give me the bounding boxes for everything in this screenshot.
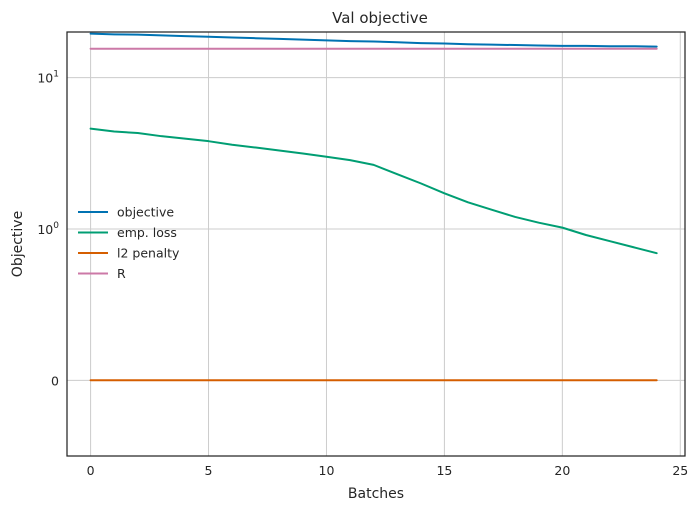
x-axis-label: Batches	[348, 486, 404, 502]
x-tick-label: 15	[436, 463, 452, 478]
tick-labels: 0 5 10 15 20 25 0 100 101	[37, 70, 688, 478]
plot-frame	[66, 31, 686, 457]
series-lines	[89, 32, 658, 382]
x-tick-label: 10	[319, 463, 335, 478]
y-tick-label: 101	[37, 70, 59, 86]
x-tick-label: 25	[672, 463, 688, 478]
y-tick-label: 100	[37, 221, 59, 237]
grid	[67, 32, 685, 456]
x-tick-label: 0	[87, 463, 95, 478]
legend-label: l2 penalty	[117, 246, 180, 261]
legend-label: objective	[117, 205, 174, 220]
legend-label: emp. loss	[117, 225, 177, 240]
y-axis-label: Objective	[10, 211, 26, 277]
x-tick-label: 20	[554, 463, 570, 478]
x-tick-label: 5	[205, 463, 213, 478]
legend: objective emp. loss l2 penalty R	[78, 205, 180, 281]
chart-title: Val objective	[332, 9, 428, 27]
y-tick-label: 0	[51, 373, 59, 388]
series-line-objective	[89, 32, 658, 48]
legend-label: R	[117, 266, 126, 281]
series-line-emp-loss	[89, 127, 658, 255]
